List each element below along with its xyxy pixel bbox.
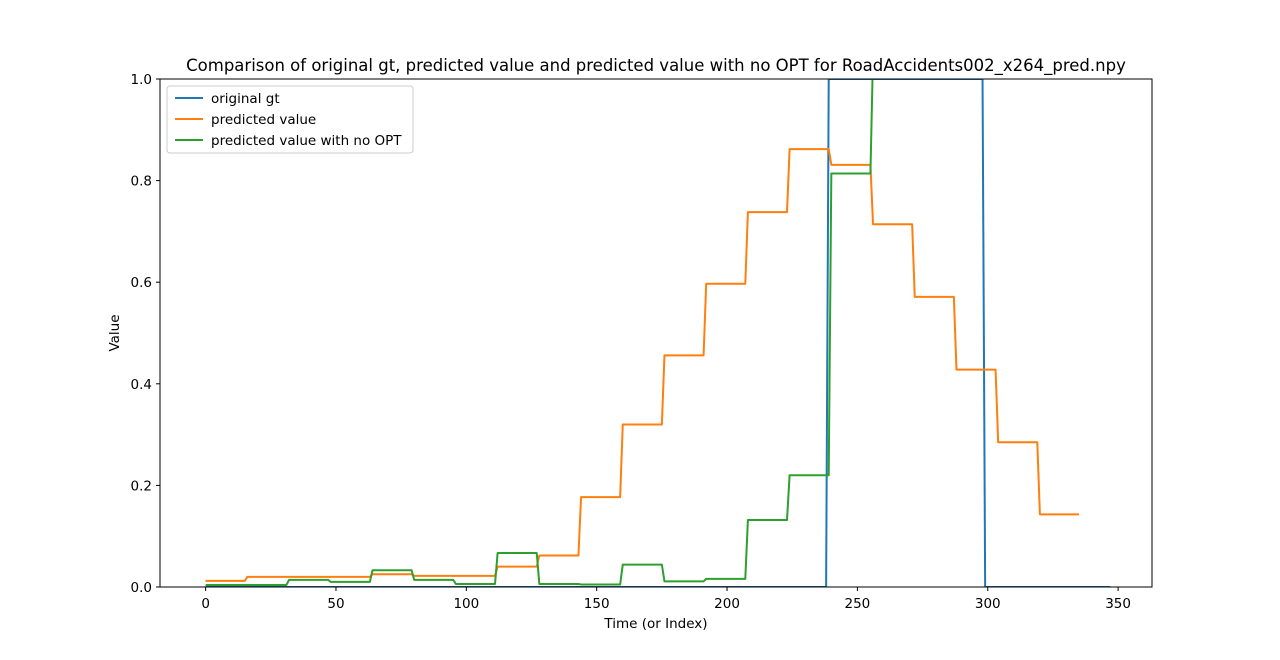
y-tick-label: 0.8	[131, 174, 152, 190]
y-tick-label: 0.0	[131, 580, 152, 596]
x-tick-label: 100	[453, 596, 479, 612]
x-tick-label: 50	[327, 596, 344, 612]
legend-label-predicted-value: predicted value	[211, 112, 316, 128]
y-tick-label: 0.2	[131, 478, 152, 494]
x-tick-label: 150	[584, 596, 610, 612]
y-tick-label: 1.0	[131, 72, 152, 88]
y-axis-ticks: 0.0 0.2 0.4 0.6 0.8 1.0	[131, 72, 160, 596]
x-axis-ticks: 0 50 100 150 200 250 300 350	[201, 587, 1131, 612]
x-tick-label: 200	[714, 596, 740, 612]
x-tick-label: 350	[1105, 596, 1131, 612]
series-line-1	[205, 148, 1079, 582]
x-tick-label: 250	[845, 596, 871, 612]
y-tick-label: 0.4	[131, 377, 152, 393]
legend: original gt predicted value predicted va…	[166, 85, 414, 154]
legend-label-original-gt: original gt	[211, 91, 280, 107]
chart-title: Comparison of original gt, predicted val…	[186, 56, 1126, 76]
x-axis-label: Time (or Index)	[603, 616, 707, 632]
y-axis-label: Value	[107, 314, 123, 351]
plot-frame	[159, 78, 1153, 588]
series-line-2	[205, 79, 874, 586]
x-tick-label: 300	[975, 596, 1001, 612]
legend-box	[166, 85, 414, 154]
legend-label-predicted-value-no-opt: predicted value with no OPT	[211, 133, 402, 149]
x-tick-label: 0	[201, 596, 210, 612]
series-layer	[205, 79, 1111, 587]
y-tick-label: 0.6	[131, 275, 152, 291]
